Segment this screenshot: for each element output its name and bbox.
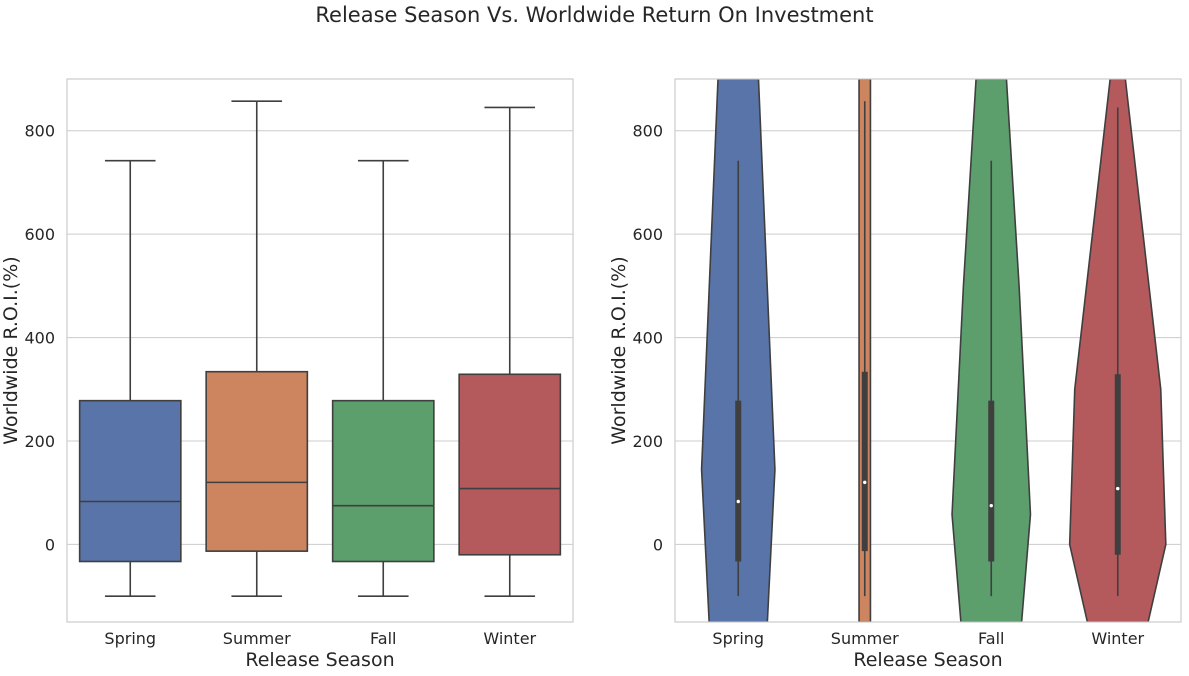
y-axis-label: Worldwide R.O.I.(%) bbox=[0, 256, 22, 444]
y-tick-label: 600 bbox=[632, 225, 663, 244]
box-summer bbox=[205, 370, 309, 552]
x-axis-label: Release Season bbox=[853, 649, 1002, 671]
violin-median-dot bbox=[989, 503, 993, 508]
plot-marks bbox=[78, 100, 562, 597]
y-tick-label: 0 bbox=[653, 535, 663, 554]
y-tick-label: 400 bbox=[632, 329, 663, 348]
box-spring bbox=[78, 399, 182, 563]
plot-marks bbox=[700, 79, 1167, 622]
x-tick-label: Spring bbox=[104, 629, 156, 648]
x-tick-label: Winter bbox=[1091, 629, 1144, 648]
y-tick-label: 200 bbox=[24, 432, 55, 451]
axes-frame bbox=[674, 78, 1182, 623]
violin-median-dot bbox=[863, 480, 867, 485]
box-winter bbox=[458, 373, 562, 556]
y-axis-label: Worldwide R.O.I.(%) bbox=[608, 256, 630, 444]
figure-title: Release Season Vs. Worldwide Return On I… bbox=[315, 3, 874, 27]
y-tick-label: 800 bbox=[632, 122, 663, 141]
x-tick-label: Summer bbox=[831, 629, 899, 648]
y-tick-label: 0 bbox=[45, 535, 55, 554]
y-tick-label: 800 bbox=[24, 122, 55, 141]
box-fall bbox=[331, 399, 435, 563]
violin-median-dot bbox=[1116, 486, 1120, 491]
x-tick-label: Winter bbox=[483, 629, 536, 648]
x-tick-label: Spring bbox=[712, 629, 764, 648]
x-tick-label: Fall bbox=[370, 629, 396, 648]
y-tick-label: 600 bbox=[24, 225, 55, 244]
y-tick-label: 400 bbox=[24, 329, 55, 348]
axes-frame bbox=[66, 78, 574, 623]
y-tick-label: 200 bbox=[632, 432, 663, 451]
x-axis-label: Release Season bbox=[245, 649, 394, 671]
x-tick-label: Summer bbox=[223, 629, 291, 648]
violin-median-dot bbox=[736, 499, 740, 504]
x-tick-label: Fall bbox=[978, 629, 1004, 648]
